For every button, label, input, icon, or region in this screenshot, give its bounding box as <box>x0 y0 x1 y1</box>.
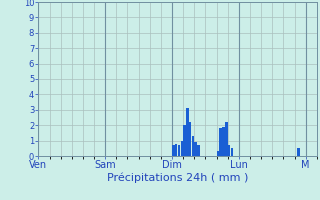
Bar <box>231 148 233 156</box>
Bar <box>178 145 180 156</box>
Bar <box>175 144 178 156</box>
Bar <box>220 128 222 156</box>
Bar <box>222 127 225 156</box>
Bar <box>225 122 228 156</box>
Bar <box>189 122 191 156</box>
Bar <box>195 142 197 156</box>
Bar <box>192 136 194 156</box>
X-axis label: Précipitations 24h ( mm ): Précipitations 24h ( mm ) <box>107 173 248 183</box>
Bar <box>228 145 230 156</box>
Bar <box>298 148 300 156</box>
Bar <box>217 151 219 156</box>
Bar <box>183 125 186 156</box>
Bar <box>180 141 183 156</box>
Bar <box>197 145 200 156</box>
Bar <box>172 145 175 156</box>
Bar <box>186 108 188 156</box>
